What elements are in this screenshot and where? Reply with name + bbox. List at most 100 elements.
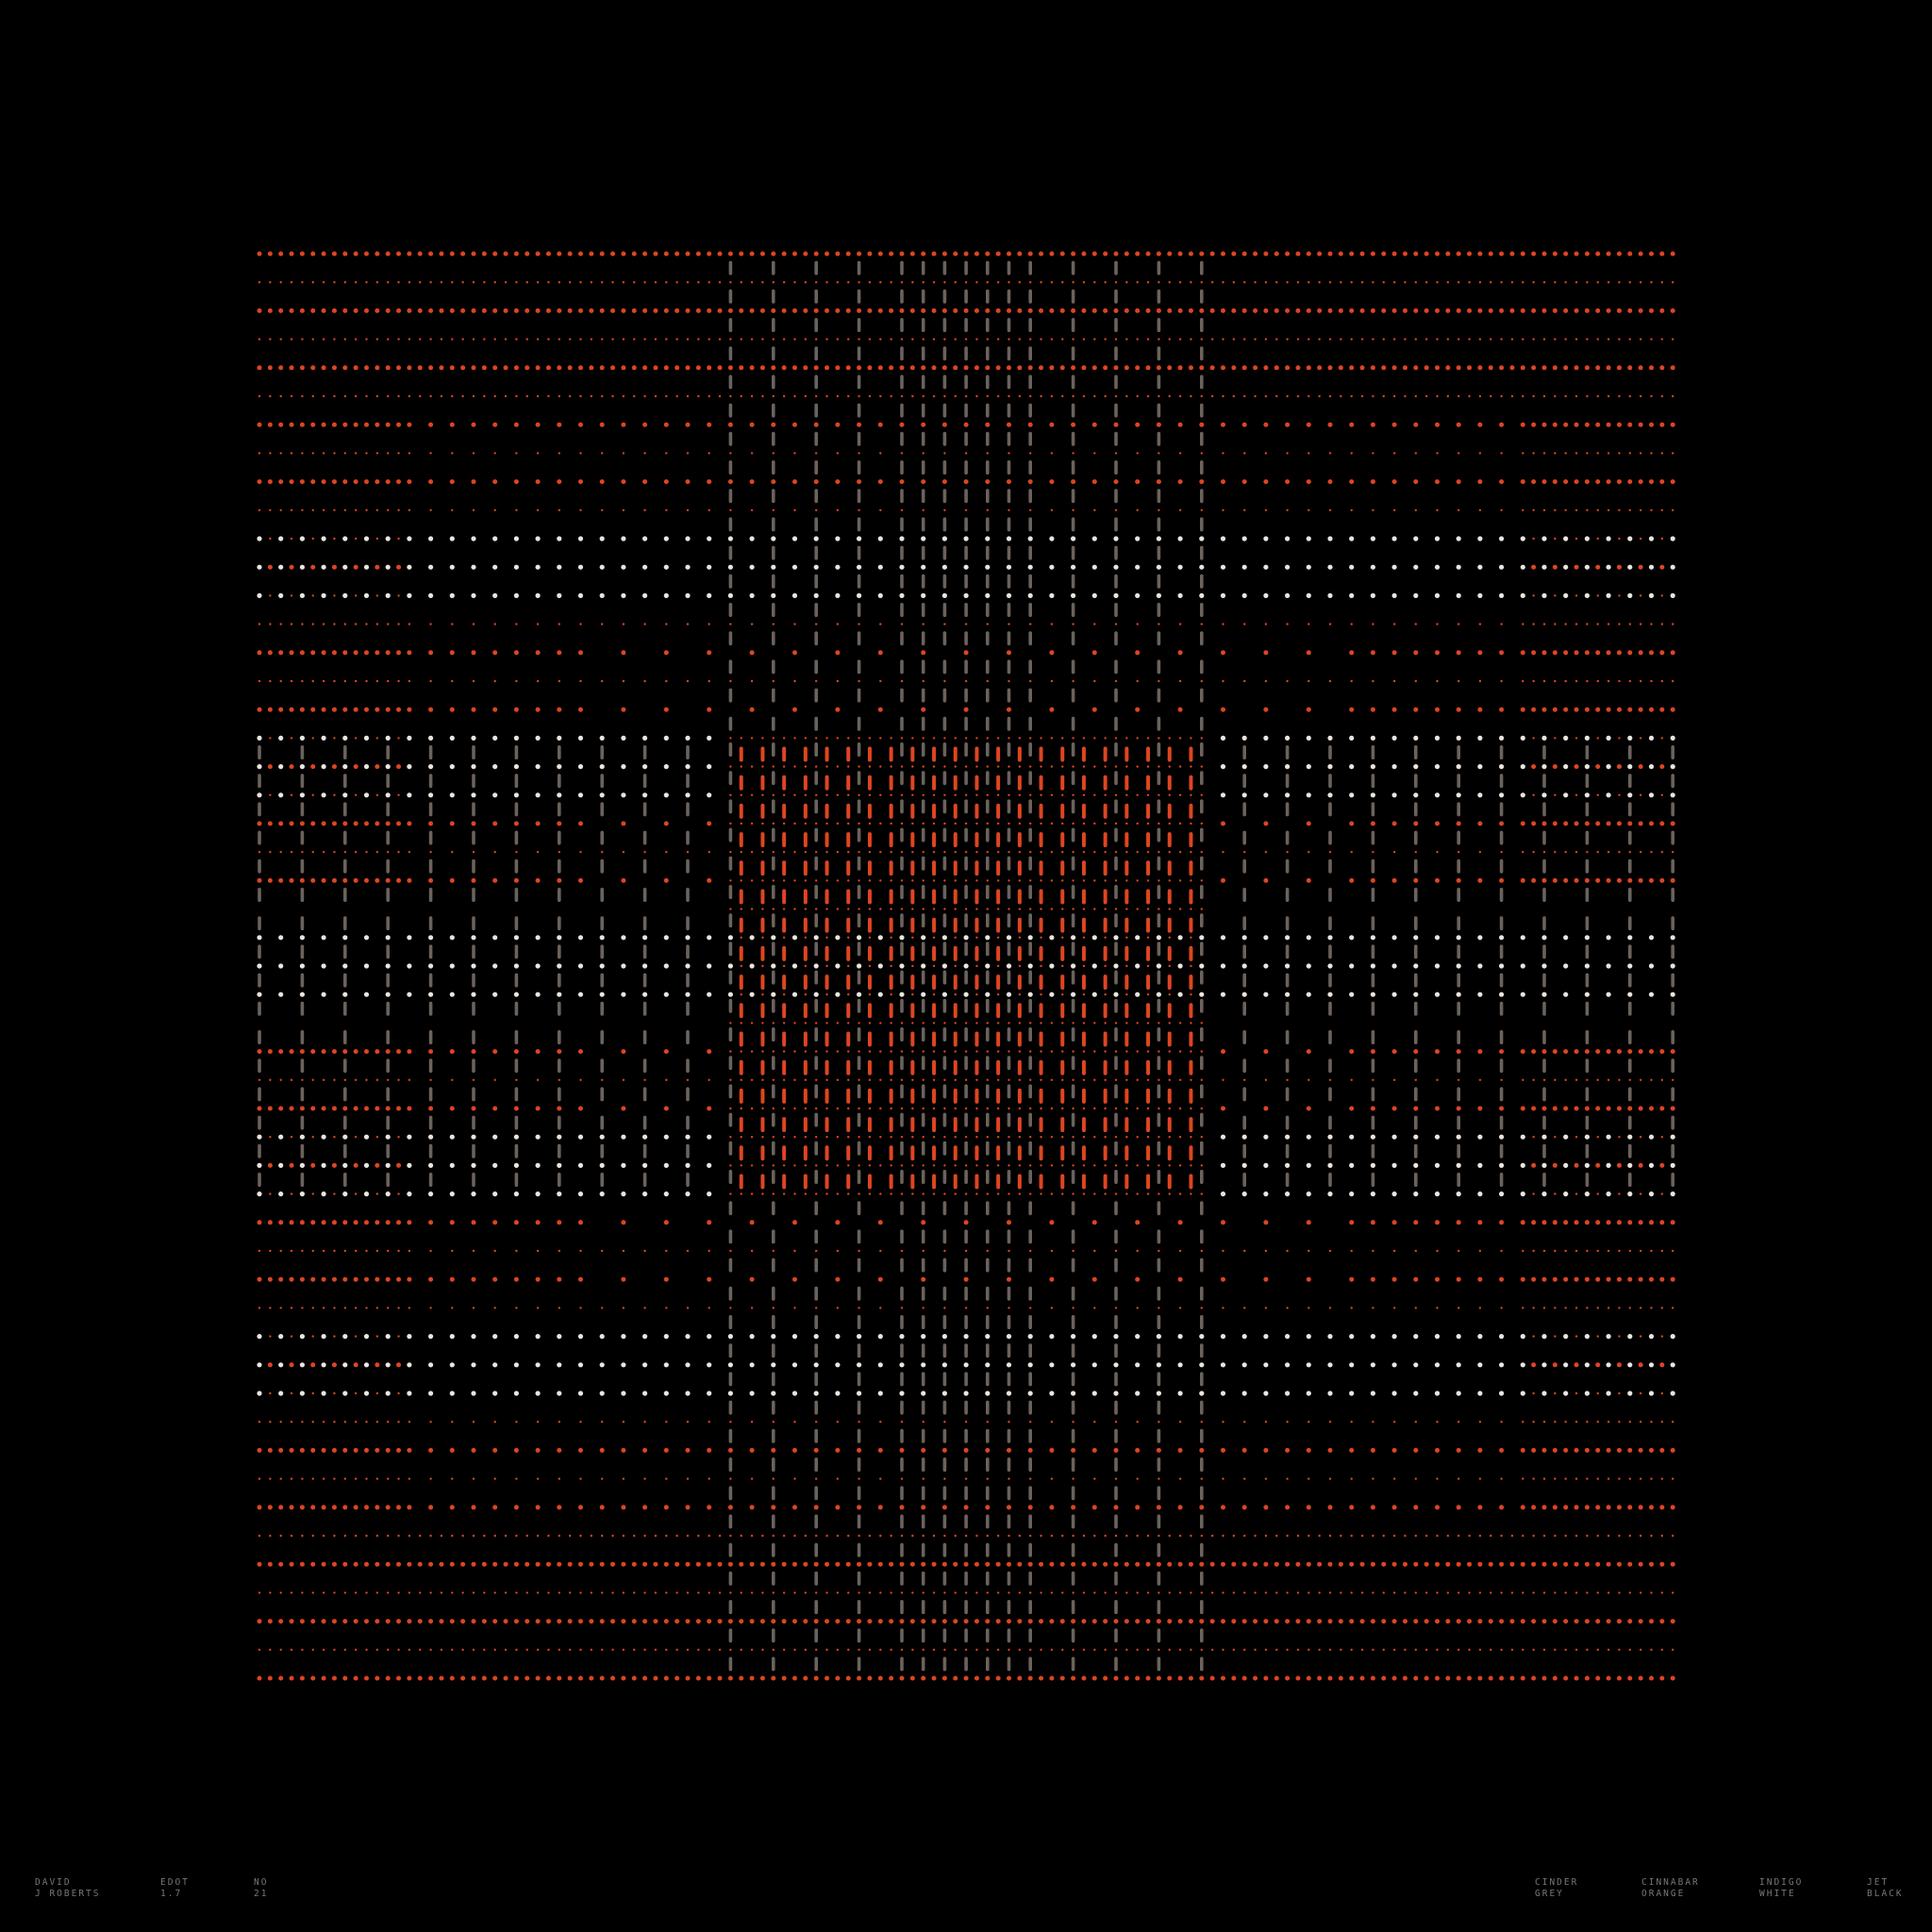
dot-orange-large xyxy=(310,1220,316,1225)
dot-orange-large xyxy=(857,1447,862,1453)
dot-white xyxy=(963,592,969,599)
dot-white xyxy=(941,1334,948,1340)
dot-white xyxy=(1241,564,1247,570)
dot-orange-large xyxy=(1017,308,1023,313)
dot-orange-small xyxy=(1660,1078,1664,1082)
dot-orange-small xyxy=(975,765,978,768)
dot-orange-small xyxy=(1008,879,1010,882)
dot-orange-small xyxy=(493,338,496,341)
dot-orange-small xyxy=(1040,394,1042,398)
dot-white xyxy=(407,963,412,969)
dot-white xyxy=(557,1162,562,1168)
dot-orange-small xyxy=(1672,1477,1674,1480)
dot-orange-large xyxy=(717,1675,723,1681)
dot-orange-large xyxy=(267,1220,273,1225)
dot-orange-small xyxy=(343,1249,346,1253)
dot-orange-large xyxy=(1531,764,1537,770)
dot-orange-small xyxy=(890,1050,892,1053)
dot-orange-small xyxy=(365,1591,368,1594)
dot-white xyxy=(1413,1391,1419,1396)
dot-orange-large xyxy=(1263,1447,1269,1453)
dot-white xyxy=(857,991,862,997)
dot-orange-large xyxy=(310,1447,316,1453)
dot-white xyxy=(707,935,712,941)
dot-orange-small xyxy=(1125,1107,1128,1110)
dot-white xyxy=(1541,536,1547,541)
dot-orange-small xyxy=(975,936,978,939)
dot-orange-small xyxy=(1158,1164,1160,1167)
dot-orange-large xyxy=(385,1049,391,1055)
dot-orange-small xyxy=(258,1591,261,1594)
dot-orange-large xyxy=(1627,308,1633,313)
dot-orange-large xyxy=(1456,308,1461,313)
dot-orange-large xyxy=(1606,1276,1611,1282)
dot-orange-large xyxy=(792,1276,797,1282)
bar-grey xyxy=(772,431,775,446)
dot-orange-large xyxy=(899,365,905,371)
dot-orange-large xyxy=(449,1220,455,1225)
dot-orange-large xyxy=(1177,1619,1183,1624)
dot-orange-small xyxy=(858,793,860,796)
dot-orange-large xyxy=(1295,251,1301,257)
dot-orange-small xyxy=(1072,765,1074,768)
dot-orange-small xyxy=(1392,1477,1396,1480)
dot-orange-small xyxy=(290,338,293,341)
dot-orange-large xyxy=(1574,479,1579,485)
dot-orange-large xyxy=(289,1049,294,1055)
dot-orange-small xyxy=(1136,822,1139,825)
dot-orange-small xyxy=(601,338,604,341)
dot-orange-small xyxy=(1532,1648,1535,1652)
dot-orange-small xyxy=(1372,1307,1374,1309)
dot-orange-large xyxy=(727,1675,733,1681)
dot-orange-large xyxy=(342,1619,348,1624)
dot-orange-large xyxy=(759,1675,765,1681)
dot-white xyxy=(1199,536,1205,541)
dot-orange-large xyxy=(663,821,669,826)
dot-orange-small xyxy=(975,822,978,825)
dot-orange-small xyxy=(932,879,936,882)
dot-orange-large xyxy=(1413,251,1419,257)
dot-orange-large xyxy=(1391,479,1397,485)
dot-orange-small xyxy=(1542,1249,1546,1253)
dot-white xyxy=(299,935,305,941)
dot-orange-small xyxy=(1574,1307,1578,1309)
dot-white xyxy=(1263,1162,1269,1168)
dot-orange-large xyxy=(1595,707,1601,712)
dot-orange-small xyxy=(354,1249,358,1253)
dot-orange-small xyxy=(836,452,840,455)
dot-orange-small xyxy=(900,338,904,341)
dot-orange-small xyxy=(419,338,422,341)
dot-orange-large xyxy=(1391,821,1397,826)
dot-orange-large xyxy=(1295,308,1301,313)
dot-orange-small xyxy=(1436,1421,1439,1424)
dot-orange-large xyxy=(321,422,326,427)
dot-white xyxy=(835,1334,841,1340)
dot-orange-small xyxy=(986,679,990,683)
dot-orange-large xyxy=(1167,365,1173,371)
dot-orange-large xyxy=(1135,422,1141,427)
dot-orange-large xyxy=(513,1447,519,1453)
dot-white xyxy=(557,991,562,997)
dot-orange-small xyxy=(911,822,914,825)
dot-orange-large xyxy=(1638,707,1643,712)
bar-grey xyxy=(921,460,925,475)
dot-orange-large xyxy=(1221,877,1225,883)
dot-orange-small xyxy=(429,452,432,455)
dot-white xyxy=(1456,792,1461,798)
dot-orange-small xyxy=(1018,765,1022,768)
dot-orange-small xyxy=(804,765,808,768)
dot-white xyxy=(985,564,991,570)
dot-orange-large xyxy=(1499,707,1505,712)
dot-orange-large xyxy=(471,650,476,656)
dot-orange-large xyxy=(1627,1276,1633,1282)
dot-white xyxy=(1520,1334,1525,1340)
dot-orange-small xyxy=(1093,1249,1096,1253)
dot-orange-large xyxy=(921,1619,926,1624)
dot-orange-small xyxy=(890,1164,892,1167)
dot-orange-small xyxy=(943,793,946,796)
dot-orange-large xyxy=(835,1619,841,1624)
bar-grey xyxy=(921,289,925,304)
dot-orange-small xyxy=(1500,394,1503,398)
dot-orange-large xyxy=(278,1049,284,1055)
dot-orange-small xyxy=(1660,1591,1664,1594)
